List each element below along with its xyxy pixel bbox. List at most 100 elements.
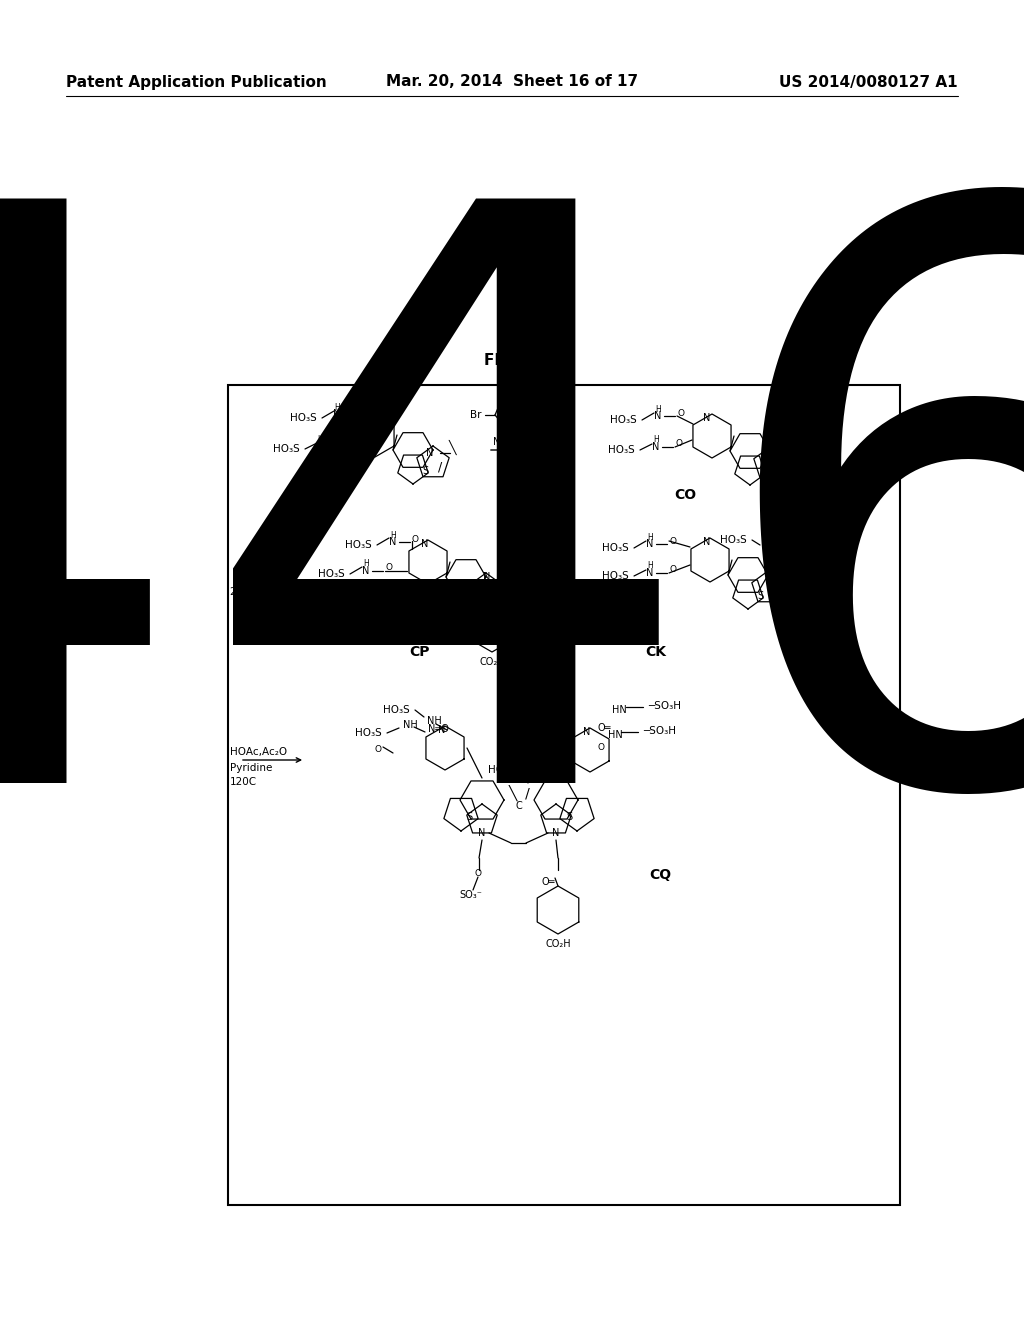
- Text: O═: O═: [542, 876, 555, 887]
- Text: O: O: [355, 408, 362, 417]
- Text: HO₃S: HO₃S: [318, 590, 345, 601]
- Text: N: N: [646, 568, 653, 578]
- Text: S: S: [475, 593, 481, 603]
- Text: O: O: [485, 595, 493, 605]
- Text: H: H: [653, 436, 658, 445]
- Text: Mar. 20, 2014  Sheet 16 of 17: Mar. 20, 2014 Sheet 16 of 17: [386, 74, 638, 90]
- Text: BY: BY: [303, 483, 323, 498]
- Text: N: N: [552, 828, 560, 838]
- Text: S: S: [422, 466, 428, 477]
- Text: HOAc,Ac₂O: HOAc,Ac₂O: [230, 747, 287, 756]
- Text: N: N: [334, 409, 341, 418]
- Text: HO₃S: HO₃S: [273, 444, 300, 454]
- Text: 120C: 120C: [230, 777, 257, 787]
- Text: N: N: [389, 537, 396, 546]
- Text: O: O: [669, 536, 676, 545]
- Text: ─SO₃H: ─SO₃H: [643, 726, 676, 737]
- Text: N: N: [766, 570, 774, 579]
- Text: O: O: [497, 408, 504, 417]
- Text: N: N: [703, 413, 711, 422]
- Text: HO₃S: HO₃S: [720, 535, 746, 545]
- Text: N: N: [703, 537, 711, 546]
- Text: Br: Br: [470, 411, 481, 420]
- Text: HN: HN: [612, 705, 627, 715]
- Text: HO₃S: HO₃S: [602, 572, 629, 581]
- Text: N: N: [362, 566, 370, 576]
- Text: H: H: [647, 532, 653, 541]
- Text: NH: NH: [403, 719, 418, 730]
- Text: HO₃S: HO₃S: [355, 729, 382, 738]
- Text: O: O: [338, 440, 345, 449]
- Text: +: +: [566, 595, 584, 615]
- Text: NH: NH: [427, 715, 441, 726]
- Text: 446: 446: [0, 174, 1024, 950]
- Text: 110C: 110C: [512, 451, 538, 461]
- Text: N: N: [421, 539, 429, 549]
- Text: HO₃S: HO₃S: [488, 766, 515, 775]
- Text: Na₂CO₃, NMP: Na₂CO₃, NMP: [494, 437, 557, 447]
- Text: ═NPh: ═NPh: [797, 562, 824, 572]
- Text: H: H: [647, 561, 653, 570]
- Text: C: C: [516, 801, 522, 810]
- Text: H: H: [317, 434, 323, 444]
- Text: H: H: [364, 560, 369, 569]
- Text: H: H: [390, 531, 396, 540]
- Text: CL: CL: [548, 393, 567, 407]
- Text: HO₃S: HO₃S: [383, 705, 410, 715]
- Text: US 2014/0080127 A1: US 2014/0080127 A1: [779, 74, 958, 90]
- Text: N: N: [646, 539, 653, 549]
- Text: 2N HCl, 70C: 2N HCl, 70C: [230, 587, 293, 597]
- Text: HO₃S: HO₃S: [610, 414, 637, 425]
- Text: H: H: [655, 404, 660, 413]
- Text: CO₂Et: CO₂Et: [524, 450, 552, 459]
- Text: O═: O═: [597, 723, 610, 733]
- Text: HO₃S: HO₃S: [345, 540, 372, 550]
- Text: S: S: [757, 591, 763, 601]
- Text: CK: CK: [645, 645, 667, 659]
- Text: Patent Application Publication: Patent Application Publication: [66, 74, 327, 90]
- Text: S: S: [466, 812, 472, 822]
- Text: O: O: [669, 565, 676, 574]
- Text: CP: CP: [410, 645, 430, 659]
- Text: ─SO₃H: ─SO₃H: [648, 701, 681, 711]
- Text: CO₂H: CO₂H: [545, 939, 570, 949]
- Text: /: /: [438, 461, 442, 474]
- Text: O: O: [597, 743, 604, 752]
- Text: N: N: [654, 411, 662, 421]
- Text: N: N: [367, 412, 374, 422]
- Text: ╲: ╲: [449, 440, 456, 454]
- Text: O: O: [675, 440, 682, 449]
- Text: N: N: [316, 441, 324, 451]
- Text: N: N: [483, 572, 490, 582]
- Text: HO₃S: HO₃S: [318, 569, 345, 579]
- Text: Pyridine: Pyridine: [230, 763, 272, 774]
- Text: N: N: [766, 449, 774, 459]
- Text: N: N: [584, 727, 591, 737]
- Text: O: O: [778, 461, 785, 470]
- Text: O: O: [412, 535, 419, 544]
- Text: O: O: [677, 408, 684, 417]
- Text: HN: HN: [608, 730, 623, 741]
- Text: CO₂Et: CO₂Et: [779, 525, 807, 535]
- Text: S: S: [566, 812, 572, 822]
- Text: ─SO₃H: ─SO₃H: [798, 612, 831, 623]
- Text: CO₂H: CO₂H: [479, 657, 505, 667]
- Text: N: N: [652, 442, 659, 451]
- Text: HO₃S: HO₃S: [602, 543, 629, 553]
- Text: ╲: ╲: [506, 569, 514, 585]
- Text: CQ: CQ: [649, 869, 671, 882]
- Text: N: N: [535, 425, 542, 436]
- Text: O: O: [474, 870, 481, 879]
- Text: N═O: N═O: [428, 723, 449, 734]
- Text: H: H: [334, 403, 340, 412]
- Text: HO₃S: HO₃S: [290, 413, 316, 422]
- Text: N: N: [426, 447, 434, 458]
- Bar: [228, 385, 900, 1205]
- Text: O: O: [375, 746, 382, 755]
- Text: N: N: [438, 725, 445, 735]
- Text: HO₃S: HO₃S: [608, 445, 635, 455]
- Text: N: N: [478, 828, 485, 838]
- Text: S: S: [759, 467, 765, 477]
- Text: CO: CO: [674, 488, 696, 502]
- Text: FIG. 2J: FIG. 2J: [484, 352, 540, 367]
